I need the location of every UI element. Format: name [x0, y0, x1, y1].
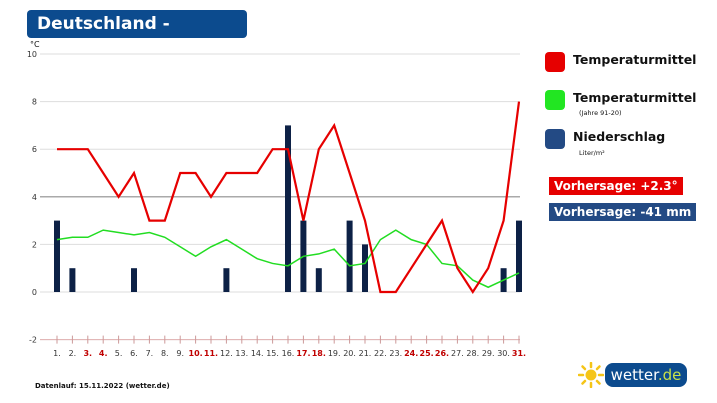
- x-tick-label: 25.: [420, 349, 434, 358]
- x-tick-label: 4.: [99, 349, 108, 358]
- x-tick-label: 14.: [251, 349, 264, 358]
- y-tick-label: -2: [29, 336, 37, 345]
- legend-sublabel: (Jahre 91-20): [579, 109, 622, 117]
- x-tick-label: 6.: [130, 349, 138, 358]
- x-tick-label: 1.: [53, 349, 61, 358]
- precipitation-bar: [516, 220, 522, 292]
- logo-text: wetter: [610, 366, 658, 384]
- logo-wordmark: wetter.de: [605, 363, 687, 387]
- legend-label: Niederschlag: [573, 129, 666, 144]
- y-axis-unit: °C: [30, 40, 40, 49]
- temperature-normal-line: [56, 229, 520, 289]
- legend-swatch-blue: [545, 129, 565, 149]
- x-tick-label: 17.: [296, 349, 310, 358]
- y-tick-label: 10: [27, 50, 37, 59]
- x-tick-label: 8.: [161, 349, 169, 358]
- precipitation-bar: [315, 268, 322, 292]
- x-tick-label: 24.: [404, 349, 418, 358]
- precipitation-bar: [346, 220, 353, 292]
- legend-label: Temperaturmittel: [573, 90, 697, 105]
- temperature-line: [57, 101, 521, 295]
- legend-sublabel: Liter/m²: [579, 149, 605, 157]
- x-tick-label: 31.: [512, 349, 526, 358]
- legend-label: Temperaturmittel: [573, 52, 697, 67]
- x-tick-label: 13.: [235, 349, 248, 358]
- data-run-footer: Datenlauf: 15.11.2022 (wetter.de): [35, 382, 170, 390]
- precipitation-bar: [285, 125, 291, 293]
- y-tick-label: 8: [32, 98, 37, 107]
- x-tick-label: 28.: [466, 349, 479, 358]
- x-tick-label: 2.: [69, 349, 77, 358]
- chart-title: Deutschland - Dezember: [27, 10, 247, 62]
- y-tick-label: 0: [32, 288, 37, 297]
- x-tick-label: 10.: [189, 349, 203, 358]
- x-tick-label: 9.: [176, 349, 184, 358]
- legend-swatch-green: [545, 90, 565, 110]
- precipitation-bar: [362, 244, 368, 292]
- x-tick-label: 5.: [115, 349, 123, 358]
- logo-suffix: .de: [657, 366, 682, 384]
- x-tick-label: 20.: [343, 349, 356, 358]
- x-tick-label: 16.: [282, 349, 295, 358]
- y-tick-label: 6: [32, 145, 37, 154]
- x-tick-label: 19.: [328, 349, 341, 358]
- x-tick-label: 11.: [204, 349, 218, 358]
- x-tick-label: 22.: [374, 349, 387, 358]
- x-tick-label: 29.: [482, 349, 495, 358]
- x-tick-label: 15.: [266, 349, 279, 358]
- x-tick-label: 27.: [451, 349, 464, 358]
- precipitation-bar: [69, 268, 76, 292]
- precipitation-bar: [131, 268, 137, 292]
- x-tick-label: 12.: [220, 349, 233, 358]
- y-tick-label: 2: [32, 240, 37, 249]
- forecast-temperature: Vorhersage: +2.3°: [549, 177, 683, 195]
- sun-icon: [578, 362, 604, 388]
- precipitation-bar: [223, 268, 230, 292]
- legend-swatch-red: [545, 52, 565, 72]
- x-tick-label: 23.: [389, 349, 402, 358]
- x-tick-label: 21.: [359, 349, 372, 358]
- x-tick-label: 26.: [435, 349, 449, 358]
- x-tick-label: 7.: [146, 349, 154, 358]
- forecast-precipitation: Vorhersage: -41 mm: [549, 203, 697, 221]
- x-tick-label: 30.: [497, 349, 510, 358]
- x-tick-label: 18.: [312, 349, 326, 358]
- x-tick-label: 3.: [83, 349, 92, 358]
- precipitation-bar: [54, 220, 60, 292]
- y-tick-label: 4: [32, 193, 37, 202]
